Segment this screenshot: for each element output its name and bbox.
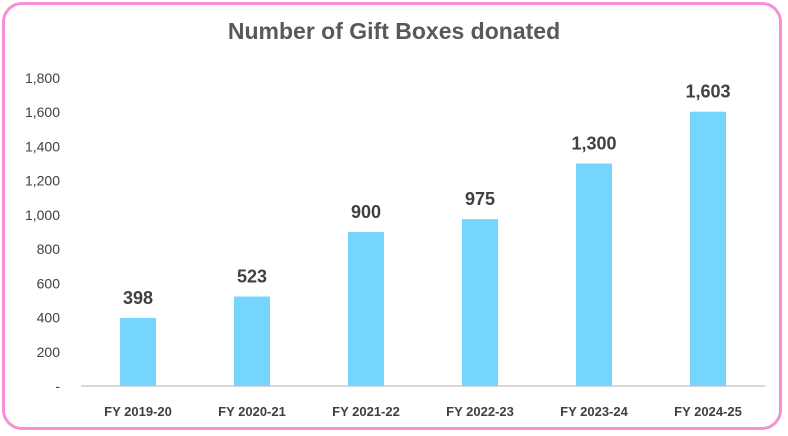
y-tick-label: 1,400 [25, 138, 60, 154]
bar [462, 219, 498, 386]
x-tick-label: FY 2024-25 [674, 404, 742, 419]
data-label: 1,603 [685, 82, 730, 102]
x-tick-label: FY 2021-22 [332, 404, 400, 419]
data-label: 398 [123, 288, 153, 308]
y-tick-label: 1,000 [25, 207, 60, 223]
x-tick-label: FY 2022-23 [446, 404, 514, 419]
y-tick-label: 200 [37, 344, 61, 360]
x-tick-label: FY 2023-24 [560, 404, 628, 419]
x-tick-label: FY 2020-21 [218, 404, 286, 419]
y-tick-label: - [55, 378, 60, 394]
y-tick-label: 1,200 [25, 173, 60, 189]
data-label: 975 [465, 189, 495, 209]
bar [120, 317, 156, 386]
chart-title: Number of Gift Boxes donated [227, 18, 561, 44]
chart-frame [2, 2, 782, 430]
y-tick-label: 600 [37, 275, 61, 291]
bar [234, 296, 270, 386]
bar [576, 163, 612, 386]
y-tick-label: 800 [37, 241, 61, 257]
bar [690, 111, 726, 386]
data-label: 1,300 [571, 134, 616, 154]
y-tick-label: 400 [37, 310, 61, 326]
x-tick-label: FY 2019-20 [104, 404, 172, 419]
data-label: 523 [237, 267, 267, 287]
y-tick-label: 1,800 [25, 70, 60, 86]
bar [348, 232, 384, 386]
y-tick-label: 1,600 [25, 104, 60, 120]
data-label: 900 [351, 202, 381, 222]
